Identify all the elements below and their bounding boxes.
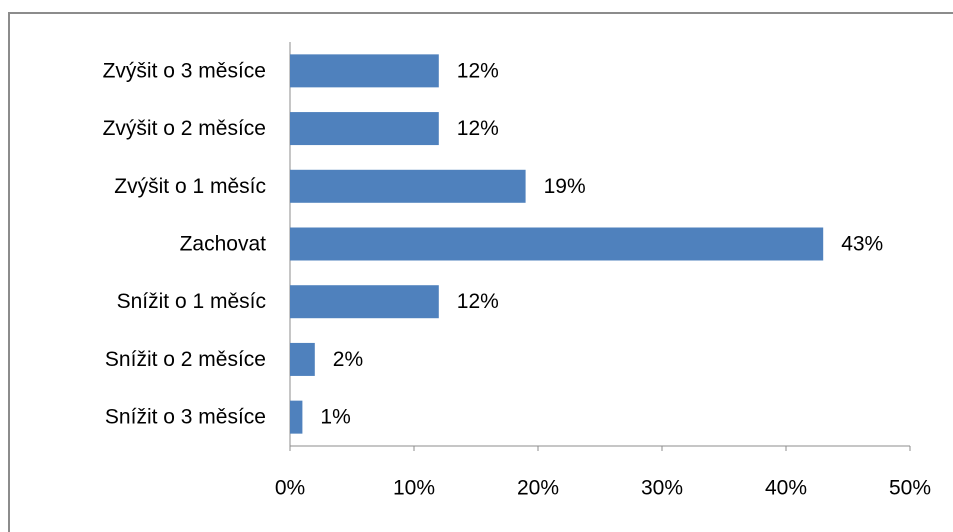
value-label: 12% — [457, 59, 499, 82]
category-label: Zvýšit o 1 měsíc — [114, 175, 266, 198]
category-label: Snížit o 2 měsíce — [105, 348, 266, 371]
value-label: 2% — [333, 348, 363, 371]
x-tick-label: 30% — [641, 477, 683, 500]
value-label: 1% — [320, 406, 350, 429]
x-tick-label: 10% — [393, 477, 435, 500]
x-tick-label: 20% — [517, 477, 559, 500]
bars — [290, 54, 824, 434]
bar — [290, 400, 303, 434]
category-label: Zvýšit o 2 měsíce — [103, 117, 266, 140]
bar — [290, 227, 824, 261]
x-tick-label: 50% — [889, 477, 931, 500]
bar — [290, 169, 526, 203]
x-tick-labels: 0% 10% 20% 30% 40% 50% — [275, 446, 931, 500]
chart-frame — [8, 12, 953, 532]
value-label: 19% — [544, 175, 586, 198]
category-labels: Zvýšit o 3 měsíce Zvýšit o 2 měsíce Zvýšit… — [103, 59, 267, 428]
x-tick-label: 40% — [765, 477, 807, 500]
value-label: 12% — [457, 117, 499, 140]
value-label: 12% — [457, 290, 499, 313]
value-label: 43% — [841, 233, 883, 256]
x-tick-label: 0% — [275, 477, 305, 500]
value-labels: 12% 12% 19% 43% 12% 2% 1% — [320, 59, 883, 428]
category-label: Snížit o 1 měsíc — [117, 290, 266, 313]
bar-chart: Zvýšit o 3 měsíce Zvýšit o 2 měsíce Zvýšit… — [103, 42, 931, 500]
category-label: Zachovat — [180, 233, 267, 256]
category-label: Snížit o 3 měsíce — [105, 406, 266, 429]
bar — [290, 285, 439, 319]
category-label: Zvýšit o 3 měsíce — [103, 59, 266, 82]
bar — [290, 112, 439, 146]
bar — [290, 54, 439, 88]
bar — [290, 342, 315, 376]
